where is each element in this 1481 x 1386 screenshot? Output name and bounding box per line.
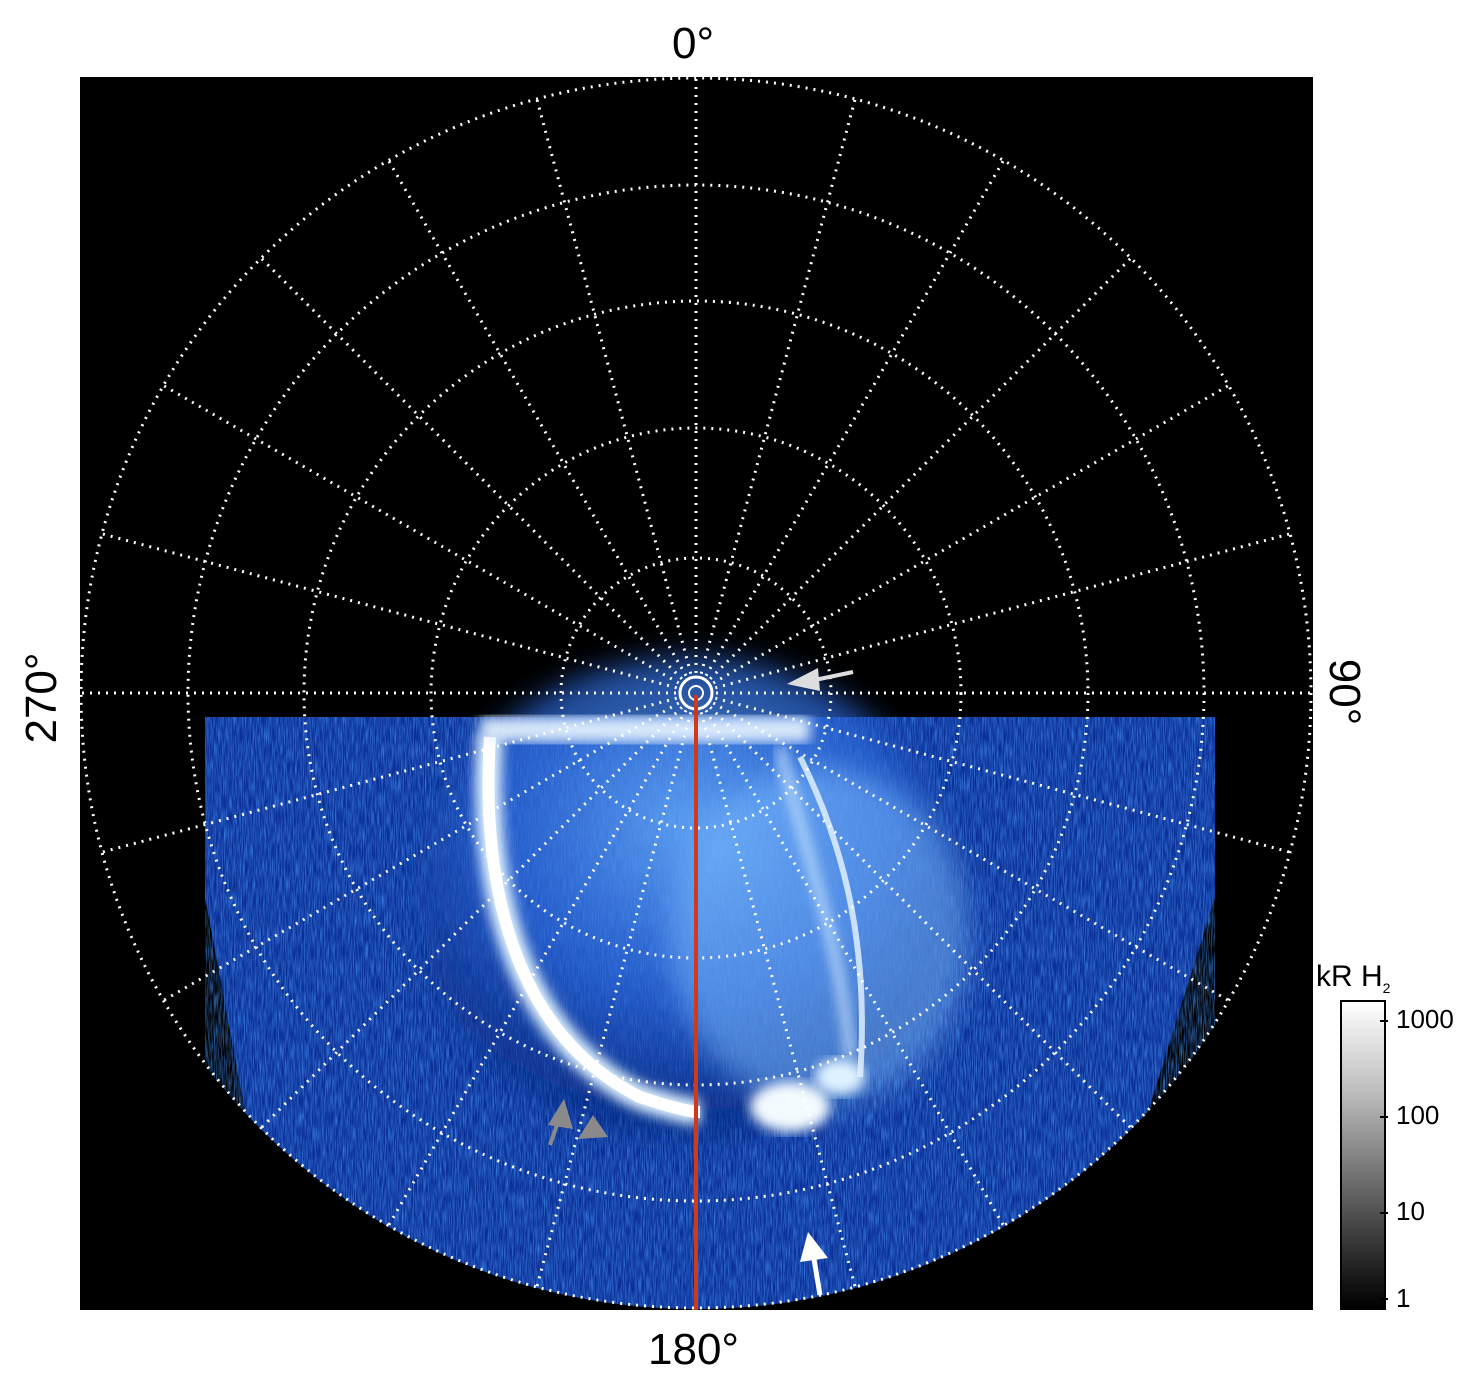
longitude-line [714,696,1291,854]
longitude-line [260,706,683,1129]
label-0-deg: 0° [672,19,715,68]
longitude-line [712,384,1230,685]
label-90-deg: 90° [1320,658,1369,726]
longitude-line [704,709,1005,1227]
longitude-line [162,384,680,685]
longitude-line [704,159,1005,677]
colorbar-title: kR H2 [1316,960,1391,996]
colorbar-tickmark [1380,1212,1388,1214]
aurora-emission-region [205,657,1215,1309]
longitude-line [712,701,1230,1002]
longitude-line [387,159,688,677]
arrow-white-icon [800,1232,828,1296]
colorbar [1340,1000,1386,1310]
colorbar-tick-10: 10 [1396,1196,1425,1226]
longitude-line [260,257,683,680]
colorbar-tick-1: 1 [1396,1283,1411,1313]
colorbar-tickmark [1380,1116,1388,1118]
longitude-line [699,711,857,1288]
colorbar-tickmark [1380,1020,1388,1022]
colorbar-tick-1000: 1000 [1396,1004,1454,1034]
arrow-light-icon [787,668,854,691]
longitude-line [387,709,688,1227]
longitude-line [101,696,678,854]
longitude-line [709,706,1132,1129]
label-180-deg: 180° [648,1325,740,1374]
longitude-line [699,98,857,675]
arrow-grey-icon [548,1099,608,1146]
colorbar-tick-100: 100 [1396,1100,1440,1130]
longitude-line [162,701,680,1002]
polar-aurora-image [80,77,1313,1310]
longitude-grid [81,78,1311,1308]
longitude-line [714,532,1291,690]
longitude-line [101,532,678,690]
longitude-line [535,98,693,675]
label-270-deg: 270° [17,652,66,744]
longitude-line [535,711,693,1288]
longitude-line [709,257,1132,680]
colorbar-tickmark [1380,1298,1388,1300]
